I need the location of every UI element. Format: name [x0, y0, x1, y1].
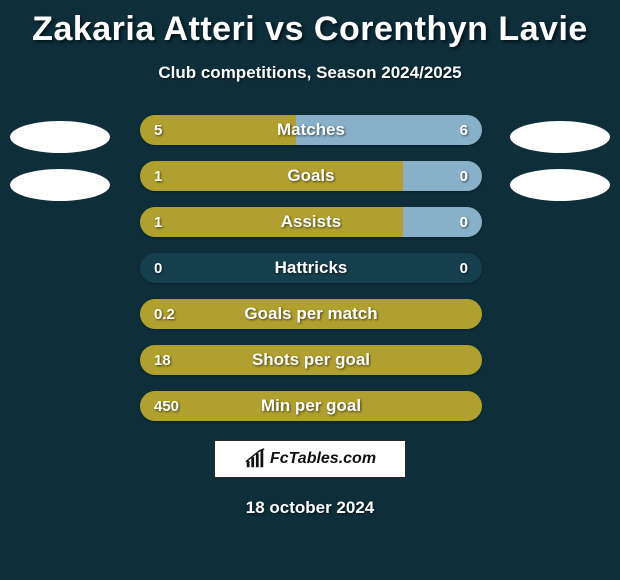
player-left-photo: [10, 121, 110, 153]
fctables-logo[interactable]: FcTables.com: [214, 440, 406, 478]
player-left-photo-2: [10, 169, 110, 201]
player-right-photo-2: [510, 169, 610, 201]
stat-row: 56Matches: [140, 115, 482, 145]
stat-row: 00Hattricks: [140, 253, 482, 283]
stat-row: 18Shots per goal: [140, 345, 482, 375]
chart-icon: [244, 448, 266, 470]
subtitle: Club competitions, Season 2024/2025: [0, 63, 620, 83]
date-text: 18 october 2024: [0, 498, 620, 518]
stat-row: 10Goals: [140, 161, 482, 191]
player-right-photo: [510, 121, 610, 153]
logo-text: FcTables.com: [270, 450, 376, 468]
comparison-chart: 56Matches 10Goals 10Assists 00Hattricks 0.2G…: [0, 115, 620, 425]
stat-row: 0.2Goals per match: [140, 299, 482, 329]
stat-row: 10Assists: [140, 207, 482, 237]
page-title: Zakaria Atteri vs Corenthyn Lavie: [0, 0, 620, 49]
stat-row: 450Min per goal: [140, 391, 482, 421]
